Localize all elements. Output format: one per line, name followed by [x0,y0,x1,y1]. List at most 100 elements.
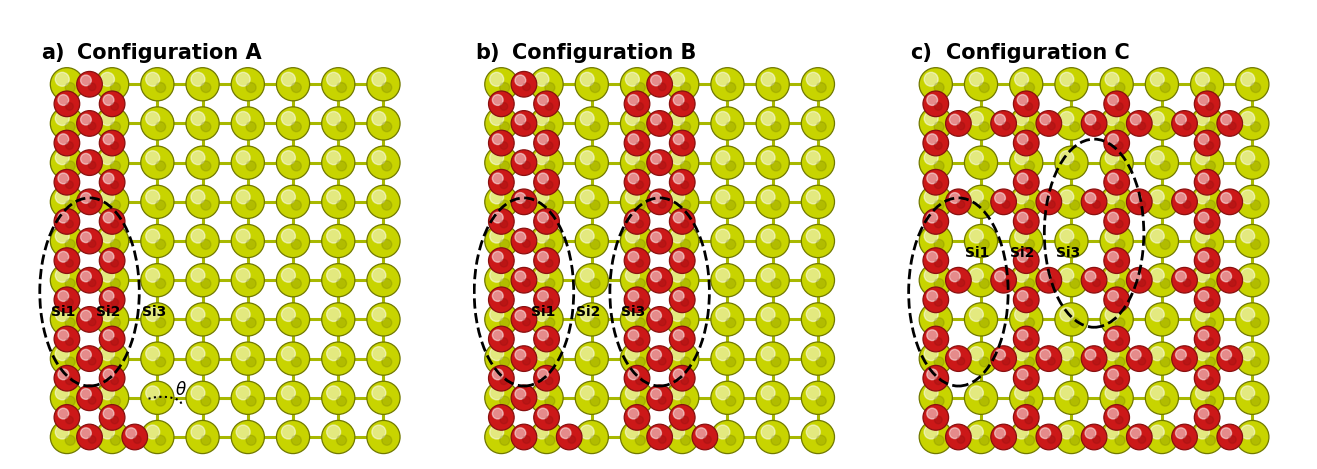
Circle shape [761,229,774,243]
Circle shape [1135,197,1144,206]
Circle shape [111,200,120,210]
Circle shape [770,239,781,250]
Circle shape [191,268,205,282]
Circle shape [1013,405,1039,430]
Circle shape [1251,357,1260,367]
Circle shape [954,119,963,128]
Circle shape [88,436,96,443]
Circle shape [96,225,129,257]
Circle shape [1160,161,1171,171]
Circle shape [655,119,664,128]
Circle shape [1198,173,1209,184]
Circle shape [1195,287,1220,313]
Circle shape [529,264,564,297]
Circle shape [1085,271,1096,282]
Circle shape [76,150,103,175]
Circle shape [232,146,265,179]
Circle shape [1055,264,1088,297]
Circle shape [1235,225,1270,257]
Circle shape [628,291,639,302]
Circle shape [628,212,639,223]
Circle shape [1251,161,1260,171]
Circle shape [66,435,75,445]
Circle shape [99,130,125,156]
Circle shape [651,193,661,204]
Circle shape [635,161,645,171]
Circle shape [1100,264,1133,297]
Circle shape [1013,365,1039,391]
Circle shape [493,330,503,340]
Circle shape [1000,197,1008,206]
Circle shape [155,279,166,288]
Circle shape [1205,83,1216,92]
Circle shape [590,318,601,328]
Circle shape [1146,225,1179,257]
Circle shape [1013,287,1039,313]
Circle shape [716,151,730,165]
Circle shape [1044,354,1054,363]
Circle shape [511,111,537,136]
Circle shape [624,365,649,391]
Circle shape [500,181,508,189]
Circle shape [1108,408,1118,419]
Circle shape [58,408,68,419]
Circle shape [382,161,391,171]
Circle shape [62,334,71,343]
Circle shape [1040,271,1051,282]
Circle shape [545,396,554,406]
Circle shape [581,72,594,86]
Circle shape [969,347,984,361]
Circle shape [58,369,68,380]
Circle shape [1010,225,1043,257]
Circle shape [500,416,508,424]
Circle shape [590,435,601,445]
Circle shape [493,212,503,223]
Circle shape [635,357,645,367]
Circle shape [246,83,255,92]
Circle shape [923,405,948,430]
Circle shape [670,347,685,361]
Circle shape [186,420,219,454]
Circle shape [678,334,686,343]
Circle shape [537,212,548,223]
Circle shape [146,229,159,243]
Circle shape [1112,256,1121,265]
Circle shape [382,396,391,406]
Circle shape [1047,279,1055,287]
Circle shape [817,83,826,92]
Circle shape [651,428,661,439]
Circle shape [626,151,639,165]
Circle shape [1150,308,1164,321]
Circle shape [511,189,537,215]
Circle shape [919,146,952,179]
Circle shape [1229,357,1237,365]
Circle shape [950,271,960,282]
Circle shape [632,217,641,226]
Circle shape [1205,279,1216,288]
Circle shape [1025,416,1033,424]
Circle shape [1196,425,1209,439]
Circle shape [1235,303,1270,336]
Circle shape [1014,347,1029,361]
Circle shape [529,107,564,140]
Circle shape [927,369,938,380]
Circle shape [545,259,553,267]
Circle shape [236,308,250,321]
Circle shape [535,268,549,282]
Circle shape [146,386,159,400]
Circle shape [1235,185,1270,219]
Circle shape [1146,146,1179,179]
Circle shape [919,420,952,454]
Circle shape [55,308,70,321]
Circle shape [141,264,174,297]
Circle shape [50,342,83,375]
Circle shape [66,161,75,171]
Circle shape [1180,432,1189,441]
Circle shape [191,190,205,204]
Circle shape [801,146,835,179]
Circle shape [620,107,653,140]
Circle shape [934,357,944,367]
Circle shape [1025,435,1035,445]
Circle shape [327,151,341,165]
Circle shape [1241,308,1255,321]
